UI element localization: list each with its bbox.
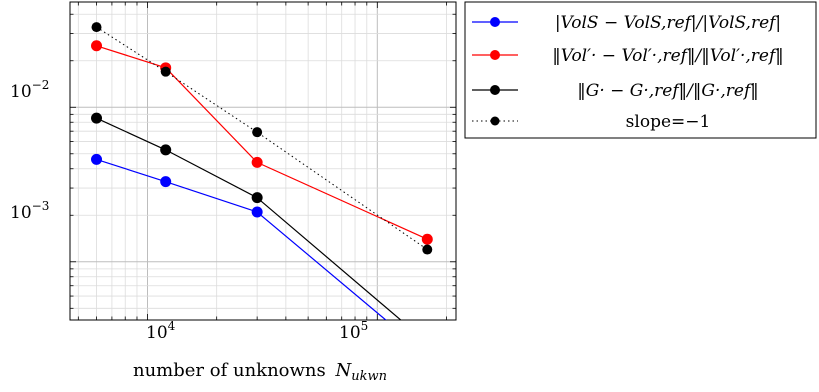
x-tick-base: 105 bbox=[339, 319, 368, 343]
legend-label-vol-prime: ‖Vol′· − Vol′·,ref‖/‖Vol′·,ref‖ bbox=[552, 46, 784, 66]
grid bbox=[70, 2, 456, 320]
x-tick-label-1e5: 105 bbox=[339, 319, 368, 343]
series-g bbox=[91, 112, 433, 348]
legend-box bbox=[464, 1, 817, 139]
series-vol-s bbox=[91, 153, 433, 360]
y-tick-base: 10−3 bbox=[10, 199, 49, 223]
legend-label-slope: slope=−1 bbox=[626, 112, 711, 132]
plot-frame bbox=[69, 1, 457, 321]
legend: |VolS − VolS,ref|/|VolS,ref| ‖Vol′· − Vo… bbox=[464, 1, 817, 139]
data-point-vol-prime bbox=[91, 40, 103, 52]
legend-entry-vol-s: |VolS − VolS,ref|/|VolS,ref| bbox=[472, 13, 781, 33]
x-tick-base: 104 bbox=[146, 319, 176, 343]
data-point-vol-prime bbox=[421, 233, 433, 245]
data-point-vol-s bbox=[91, 153, 103, 165]
data-point-g bbox=[251, 192, 263, 204]
series-line-g bbox=[96, 117, 402, 320]
series-line-vol-s bbox=[96, 158, 387, 320]
legend-label-g: ‖G· − G·,ref‖/‖G·,ref‖ bbox=[577, 81, 759, 101]
legend-entry-vol-prime: ‖Vol′· − Vol′·,ref‖/‖Vol′·,ref‖ bbox=[472, 46, 784, 66]
data-point-slope bbox=[252, 127, 263, 138]
data-point-vol-s bbox=[251, 206, 263, 218]
legend-entry-g: ‖G· − G·,ref‖/‖G·,ref‖ bbox=[472, 81, 759, 101]
y-tick-label-1e-3: 10−3 bbox=[10, 199, 49, 223]
legend-marker-slope bbox=[490, 116, 500, 126]
series-line-slope bbox=[96, 26, 428, 250]
data-point-slope bbox=[160, 66, 171, 77]
y-tick-label-1e-2: 10−2 bbox=[10, 78, 49, 102]
series-vol-prime bbox=[91, 40, 433, 245]
series-layer bbox=[91, 22, 433, 360]
data-point-vol-s bbox=[160, 176, 172, 188]
series-slope bbox=[91, 22, 433, 255]
data-point-slope bbox=[422, 244, 433, 255]
legend-label-vol-s: |VolS − VolS,ref|/|VolS,ref| bbox=[555, 13, 781, 33]
y-tick-base: 10−2 bbox=[10, 78, 49, 102]
data-point-vol-s bbox=[422, 349, 433, 360]
series-line-vol-prime bbox=[96, 45, 428, 240]
x-axis-label: number of unknowns Nukwn bbox=[133, 360, 387, 384]
data-point-g bbox=[160, 144, 172, 156]
legend-marker-g bbox=[490, 85, 500, 95]
x-tick-label-1e4: 104 bbox=[146, 319, 176, 343]
legend-marker-vol-s bbox=[490, 17, 500, 27]
data-point-g bbox=[91, 112, 103, 124]
legend-marker-vol-prime bbox=[490, 50, 500, 60]
data-point-slope bbox=[91, 22, 102, 33]
data-point-g bbox=[422, 337, 433, 348]
data-point-vol-prime bbox=[251, 156, 263, 168]
legend-entry-slope: slope=−1 bbox=[472, 112, 710, 132]
axis-ticks bbox=[70, 2, 456, 320]
